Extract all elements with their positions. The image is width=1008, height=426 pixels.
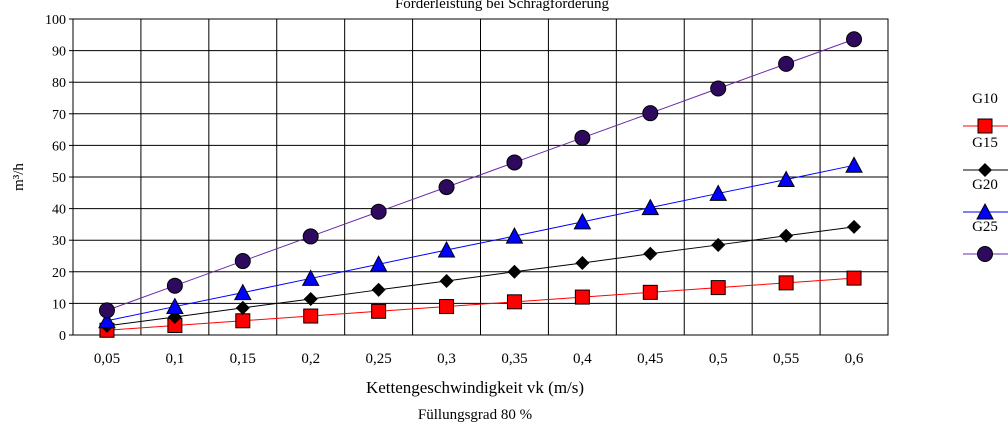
y-tick-label: 50 [52,171,66,186]
data-point-g25 [846,31,863,48]
legend-label: G25 [972,219,998,235]
legend-item-g10: G10 [963,91,1008,134]
x-axis-label: Kettengeschwindigkeit vk (m/s) [366,378,584,397]
y-tick-label: 30 [52,234,66,249]
legend-label: G15 [972,135,998,151]
data-point-g10 [439,299,455,315]
x-tick-label: 0,45 [637,351,663,367]
chart-legend: G10 G15 G20 G25 [963,91,1008,262]
series-line-g15 [106,226,855,327]
data-point-g15 [711,237,726,252]
y-tick-label: 0 [59,329,66,344]
data-point-g25 [438,179,455,196]
y-axis-ticks: 0 10 20 30 40 50 60 70 80 90 100 [45,13,73,344]
y-tick-label: 20 [52,266,66,281]
data-point-g15 [847,219,862,234]
x-tick-label: 0,5 [709,351,728,367]
data-point-g25 [506,154,523,171]
x-axis-ticks: 0,05 0,1 0,15 0,2 0,25 0,3 0,35 0,4 0,45 0,5 0,55 0… [94,351,864,367]
data-point-g25 [98,302,115,319]
data-point-g10 [778,275,794,291]
series-line-g20 [106,164,855,322]
legend-marker-square [977,118,993,134]
data-point-g15 [643,246,658,261]
legend-marker-diamond [977,162,993,178]
x-tick-label: 0,35 [501,351,527,367]
series-g25 [98,31,863,319]
data-point-g20 [505,227,524,244]
data-point-g15 [507,264,522,279]
data-point-g10 [371,303,387,319]
data-point-g10 [235,313,251,329]
series-g20 [98,156,863,329]
y-tick-label: 40 [52,203,66,218]
data-point-g20 [233,283,252,301]
x-tick-label: 0,6 [845,351,864,367]
data-point-g20 [641,198,660,216]
x-tick-label: 0,15 [230,351,256,367]
data-point-g20 [301,269,320,286]
data-point-g25 [642,105,659,122]
y-tick-label: 10 [52,297,66,312]
x-tick-label: 0,3 [437,351,456,367]
series-g15 [99,219,862,333]
x-tick-label: 0,25 [366,351,392,367]
data-point-g20 [777,170,795,188]
data-point-g10 [710,280,726,296]
y-tick-label: 80 [52,76,66,91]
data-point-g25 [166,277,183,294]
data-point-g10 [303,308,319,324]
y-axis-label: m³/h [11,163,27,191]
data-point-g25 [574,129,591,146]
data-point-g15 [575,255,590,270]
y-tick-label: 100 [45,13,66,28]
data-point-g25 [302,228,319,245]
data-point-g15 [439,273,454,288]
data-point-g20 [573,212,592,230]
legend-item-g25: G25 [963,219,1008,262]
x-tick-label: 0,2 [301,351,320,367]
legend-label: G10 [972,91,998,107]
data-point-g15 [371,282,386,297]
chart-subtitle: Füllungsgrad 80 % [418,407,532,423]
x-tick-label: 0,4 [573,351,592,367]
data-point-g25 [778,55,795,72]
data-point-g10 [642,284,658,300]
data-point-g15 [167,309,182,324]
data-point-g20 [709,184,728,201]
chart-gridlines [73,19,888,335]
data-point-g25 [234,253,251,270]
data-point-g25 [710,80,727,97]
data-point-g15 [235,300,250,315]
data-point-g20 [437,240,456,258]
data-point-g15 [303,291,318,306]
y-tick-label: 90 [52,45,66,60]
data-point-g15 [779,228,794,243]
x-tick-label: 0,05 [94,351,120,367]
data-point-g20 [166,297,184,315]
y-tick-label: 70 [52,108,66,123]
y-tick-label: 60 [52,139,66,154]
data-point-g10 [574,289,590,305]
x-tick-label: 0,55 [773,351,799,367]
legend-item-g15: G15 [963,135,1008,178]
legend-label: G20 [972,177,998,193]
chart-series [98,31,863,338]
x-tick-label: 0,1 [166,351,185,367]
series-line-g25 [106,38,855,311]
data-point-g20 [845,156,863,173]
data-point-g10 [506,294,522,310]
legend-marker-circle [977,246,993,262]
chart-title: Förderleistung bei Schrägförderung [395,0,610,12]
data-point-g25 [370,203,387,220]
data-point-g10 [846,270,862,286]
data-point-g20 [369,255,388,272]
series-line-g10 [106,277,855,331]
legend-item-g20: G20 [963,177,1008,220]
data-point-g20 [98,311,116,329]
legend-marker-triangle [976,202,994,220]
plot-area-border [72,18,889,336]
